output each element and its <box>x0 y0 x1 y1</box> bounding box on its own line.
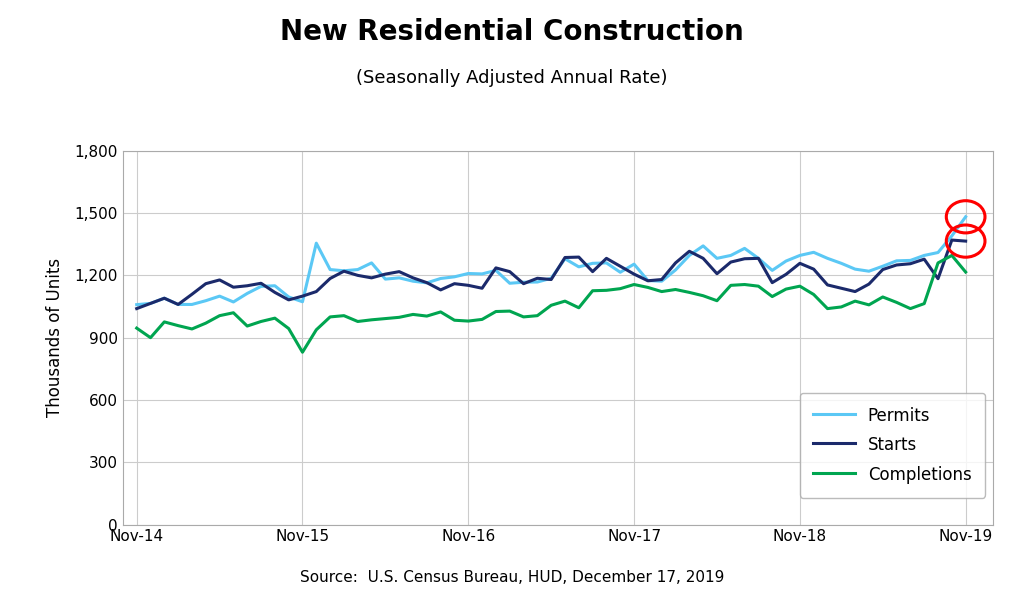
Permits <box>130 301 142 308</box>
Starts <box>946 236 958 244</box>
Permits <box>628 260 640 268</box>
Completions <box>642 284 654 291</box>
Y-axis label: Thousands of Units: Thousands of Units <box>45 258 63 417</box>
Starts <box>421 279 433 286</box>
Permits <box>572 264 585 271</box>
Legend: Permits, Starts, Completions: Permits, Starts, Completions <box>800 393 985 497</box>
Text: (Seasonally Adjusted Annual Rate): (Seasonally Adjusted Annual Rate) <box>356 69 668 87</box>
Permits <box>421 279 433 286</box>
Permits <box>849 265 861 273</box>
Starts <box>572 253 585 260</box>
Permits <box>324 266 336 273</box>
Starts <box>849 288 861 295</box>
Completions <box>863 302 876 309</box>
Completions <box>434 308 446 315</box>
Text: Source:  U.S. Census Bureau, HUD, December 17, 2019: Source: U.S. Census Bureau, HUD, Decembe… <box>300 570 724 585</box>
Line: Permits: Permits <box>136 217 966 305</box>
Line: Completions: Completions <box>136 256 966 352</box>
Text: New Residential Construction: New Residential Construction <box>281 18 743 46</box>
Completions <box>296 349 308 356</box>
Permits <box>296 298 308 305</box>
Completions <box>338 312 350 319</box>
Completions <box>587 287 599 294</box>
Starts <box>130 305 142 312</box>
Line: Starts: Starts <box>136 240 966 309</box>
Starts <box>628 271 640 278</box>
Starts <box>324 275 336 282</box>
Starts <box>959 238 972 245</box>
Completions <box>310 326 323 333</box>
Completions <box>130 324 142 332</box>
Starts <box>296 292 308 300</box>
Completions <box>959 268 972 276</box>
Completions <box>946 252 958 259</box>
Permits <box>959 213 972 221</box>
